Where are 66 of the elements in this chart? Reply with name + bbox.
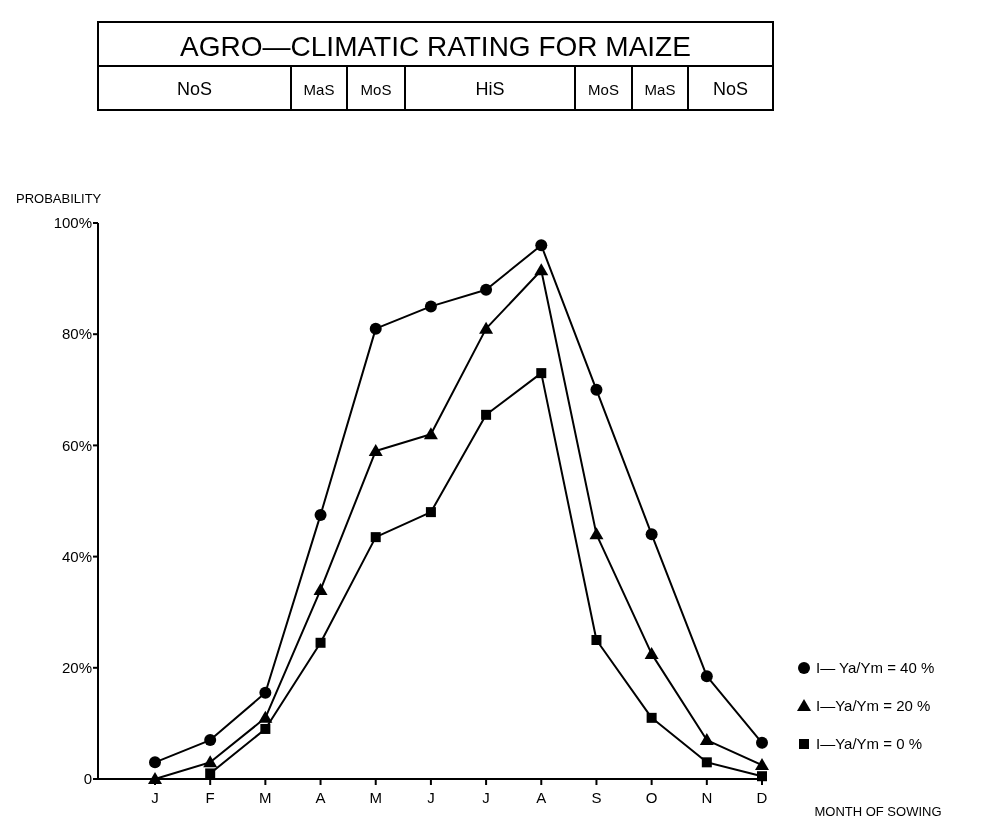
point — [645, 528, 658, 541]
point — [423, 427, 438, 440]
point — [203, 755, 218, 768]
x-tick-label: M — [369, 789, 382, 806]
text: NoS — [176, 79, 213, 99]
chart-title: AGRO—CLIMATIC RATING FOR MAIZE — [180, 31, 691, 62]
y-tick-label: 0 — [83, 770, 92, 788]
point — [534, 263, 549, 276]
point — [369, 322, 382, 335]
point — [424, 300, 437, 313]
point — [370, 532, 381, 543]
x-tick-label: A — [536, 789, 547, 806]
x-tick-label: J — [151, 789, 159, 806]
x-tick-label: A — [315, 789, 326, 806]
point — [644, 646, 659, 659]
point — [368, 443, 383, 456]
legend-label: I— Ya/Ym = 40 % — [816, 659, 935, 677]
point — [259, 686, 272, 699]
text: NoS — [712, 79, 749, 99]
x-tick-label: F — [205, 789, 215, 806]
point — [700, 670, 713, 683]
point — [481, 409, 492, 420]
point — [204, 734, 217, 747]
legend-label: I—Ya/Ym = 20 % — [816, 697, 931, 715]
point — [590, 383, 603, 396]
x-tick-label: M — [259, 789, 272, 806]
text: MaS — [303, 81, 335, 98]
text: MoS — [360, 81, 392, 98]
point — [701, 757, 712, 768]
y-tick-label: 80% — [61, 325, 92, 343]
point — [699, 733, 714, 746]
y-tick-label: 20% — [61, 659, 92, 677]
point — [589, 527, 604, 540]
y-tick-label: 60% — [61, 436, 92, 454]
text: HiS — [475, 79, 505, 99]
point — [757, 771, 767, 782]
point — [479, 321, 494, 334]
legend-label: I—Ya/Ym = 0 % — [816, 735, 923, 753]
text: MoS — [588, 81, 619, 98]
x-axis-title: MONTH OF SOWING — [814, 804, 942, 819]
point — [591, 635, 602, 645]
point — [756, 736, 768, 749]
point — [149, 756, 161, 769]
x-tick-label: O — [645, 789, 658, 806]
point — [536, 368, 547, 379]
x-tick-label: J — [482, 789, 490, 806]
y-tick-label: 100% — [53, 214, 92, 232]
point — [260, 723, 271, 734]
y-axis-title: PROBABILITY — [16, 191, 102, 206]
point — [205, 768, 216, 779]
point — [315, 637, 326, 648]
point — [646, 712, 657, 723]
point — [258, 710, 273, 723]
text: MaS — [644, 81, 676, 98]
point — [148, 772, 162, 784]
point — [535, 239, 548, 252]
point — [480, 283, 493, 296]
point — [314, 508, 327, 521]
x-tick-label: J — [427, 789, 435, 806]
point — [755, 758, 769, 771]
point — [313, 582, 328, 595]
x-tick-label: D — [756, 789, 768, 806]
y-tick-label: 40% — [61, 547, 92, 565]
x-tick-label: N — [701, 789, 713, 806]
point — [425, 507, 436, 518]
x-tick-label: S — [591, 789, 602, 806]
